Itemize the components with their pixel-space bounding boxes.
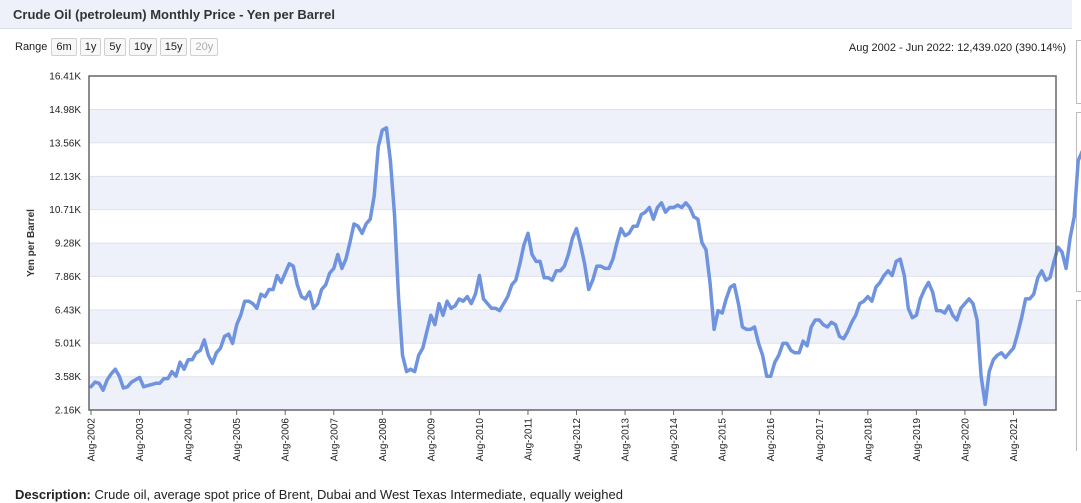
range-button-10y[interactable]: 10y xyxy=(128,38,157,56)
range-button-15y[interactable]: 15y xyxy=(159,38,188,56)
y-tick-label: 16.41K xyxy=(49,72,81,83)
y-tick-label: 2.16K xyxy=(55,406,81,417)
x-tick-label: Aug-2017 xyxy=(815,418,826,462)
x-tick-label: Aug-2009 xyxy=(426,418,437,462)
range-label: Range xyxy=(15,41,48,53)
edge-panel-bottom xyxy=(1076,300,1081,451)
description: Description: Crude oil, average spot pri… xyxy=(15,487,623,502)
x-tick-label: Aug-2008 xyxy=(378,418,389,462)
x-tick-label: Aug-2003 xyxy=(135,418,146,462)
grid-band xyxy=(89,243,1056,277)
y-tick-label: 12.13K xyxy=(49,172,81,183)
x-tick-label: Aug-2014 xyxy=(669,418,680,462)
edge-panel-top xyxy=(1076,40,1081,104)
chart-title-bar: Crude Oil (petroleum) Monthly Price - Ye… xyxy=(0,0,1072,29)
range-button-5y[interactable]: 5y xyxy=(104,38,126,56)
y-tick-label: 3.58K xyxy=(55,372,81,383)
x-tick-label: Aug-2004 xyxy=(184,418,195,462)
range-summary: Aug 2002 - Jun 2022: 12,439.020 (390.14%… xyxy=(848,42,1066,54)
x-tick-label: Aug-2010 xyxy=(475,418,486,462)
description-text: Crude oil, average spot price of Brent, … xyxy=(94,487,623,502)
y-tick-label: 14.98K xyxy=(49,105,81,116)
grid-band xyxy=(89,176,1056,210)
x-tick-label: Aug-2019 xyxy=(912,418,923,462)
chart-title: Crude Oil (petroleum) Monthly Price - Ye… xyxy=(13,7,335,22)
x-tick-label: Aug-2020 xyxy=(960,418,971,462)
grid-bands xyxy=(89,109,1056,410)
x-tick-label: Aug-2018 xyxy=(863,418,874,462)
price-chart: 16.41K 14.98K 13.56K 12.13K 10.71K 9.28K 7.86K… xyxy=(26,72,1081,461)
y-tick-label: 13.56K xyxy=(49,138,81,149)
x-tick-label: Aug-2005 xyxy=(232,418,243,462)
range-button-1y[interactable]: 1y xyxy=(79,38,102,56)
y-axis-label: Yen per Barrel xyxy=(26,209,37,277)
range-button-6m[interactable]: 6m xyxy=(51,38,77,56)
grid-band xyxy=(89,376,1056,410)
plot-frame xyxy=(88,75,1057,411)
y-tick-label: 6.43K xyxy=(55,305,81,316)
range-selector: Range 6m 1y 5y 10y 15y 20y xyxy=(15,38,221,56)
grid-band xyxy=(89,309,1056,344)
x-tick-label: Aug-2006 xyxy=(281,418,292,462)
grid-band xyxy=(89,109,1056,143)
range-button-20y[interactable]: 20y xyxy=(190,38,219,56)
x-tick-label: Aug-2015 xyxy=(718,418,729,462)
y-axis-ticks: 16.41K 14.98K 13.56K 12.13K 10.71K 9.28K 7.86K… xyxy=(49,72,81,417)
x-tick-label: Aug-2012 xyxy=(572,418,583,462)
x-tick-label: Aug-2021 xyxy=(1009,418,1020,462)
x-tick-label: Aug-2016 xyxy=(766,418,777,462)
x-tick-label: Aug-2002 xyxy=(87,418,98,462)
y-tick-label: 7.86K xyxy=(55,272,81,283)
x-tick-label: Aug-2007 xyxy=(329,418,340,462)
y-tick-label: 10.71K xyxy=(49,205,81,216)
y-tick-label: 5.01K xyxy=(55,339,81,350)
y-tick-label: 9.28K xyxy=(55,239,81,250)
x-tick-label: Aug-2013 xyxy=(621,418,632,462)
x-axis-ticks: Aug-2002 Aug-2003 Aug-2004 Aug-2005 Aug-2006… xyxy=(87,410,1020,461)
series-line xyxy=(89,126,1081,407)
description-label: Description: xyxy=(15,487,91,502)
x-tick-label: Aug-2011 xyxy=(523,418,534,461)
